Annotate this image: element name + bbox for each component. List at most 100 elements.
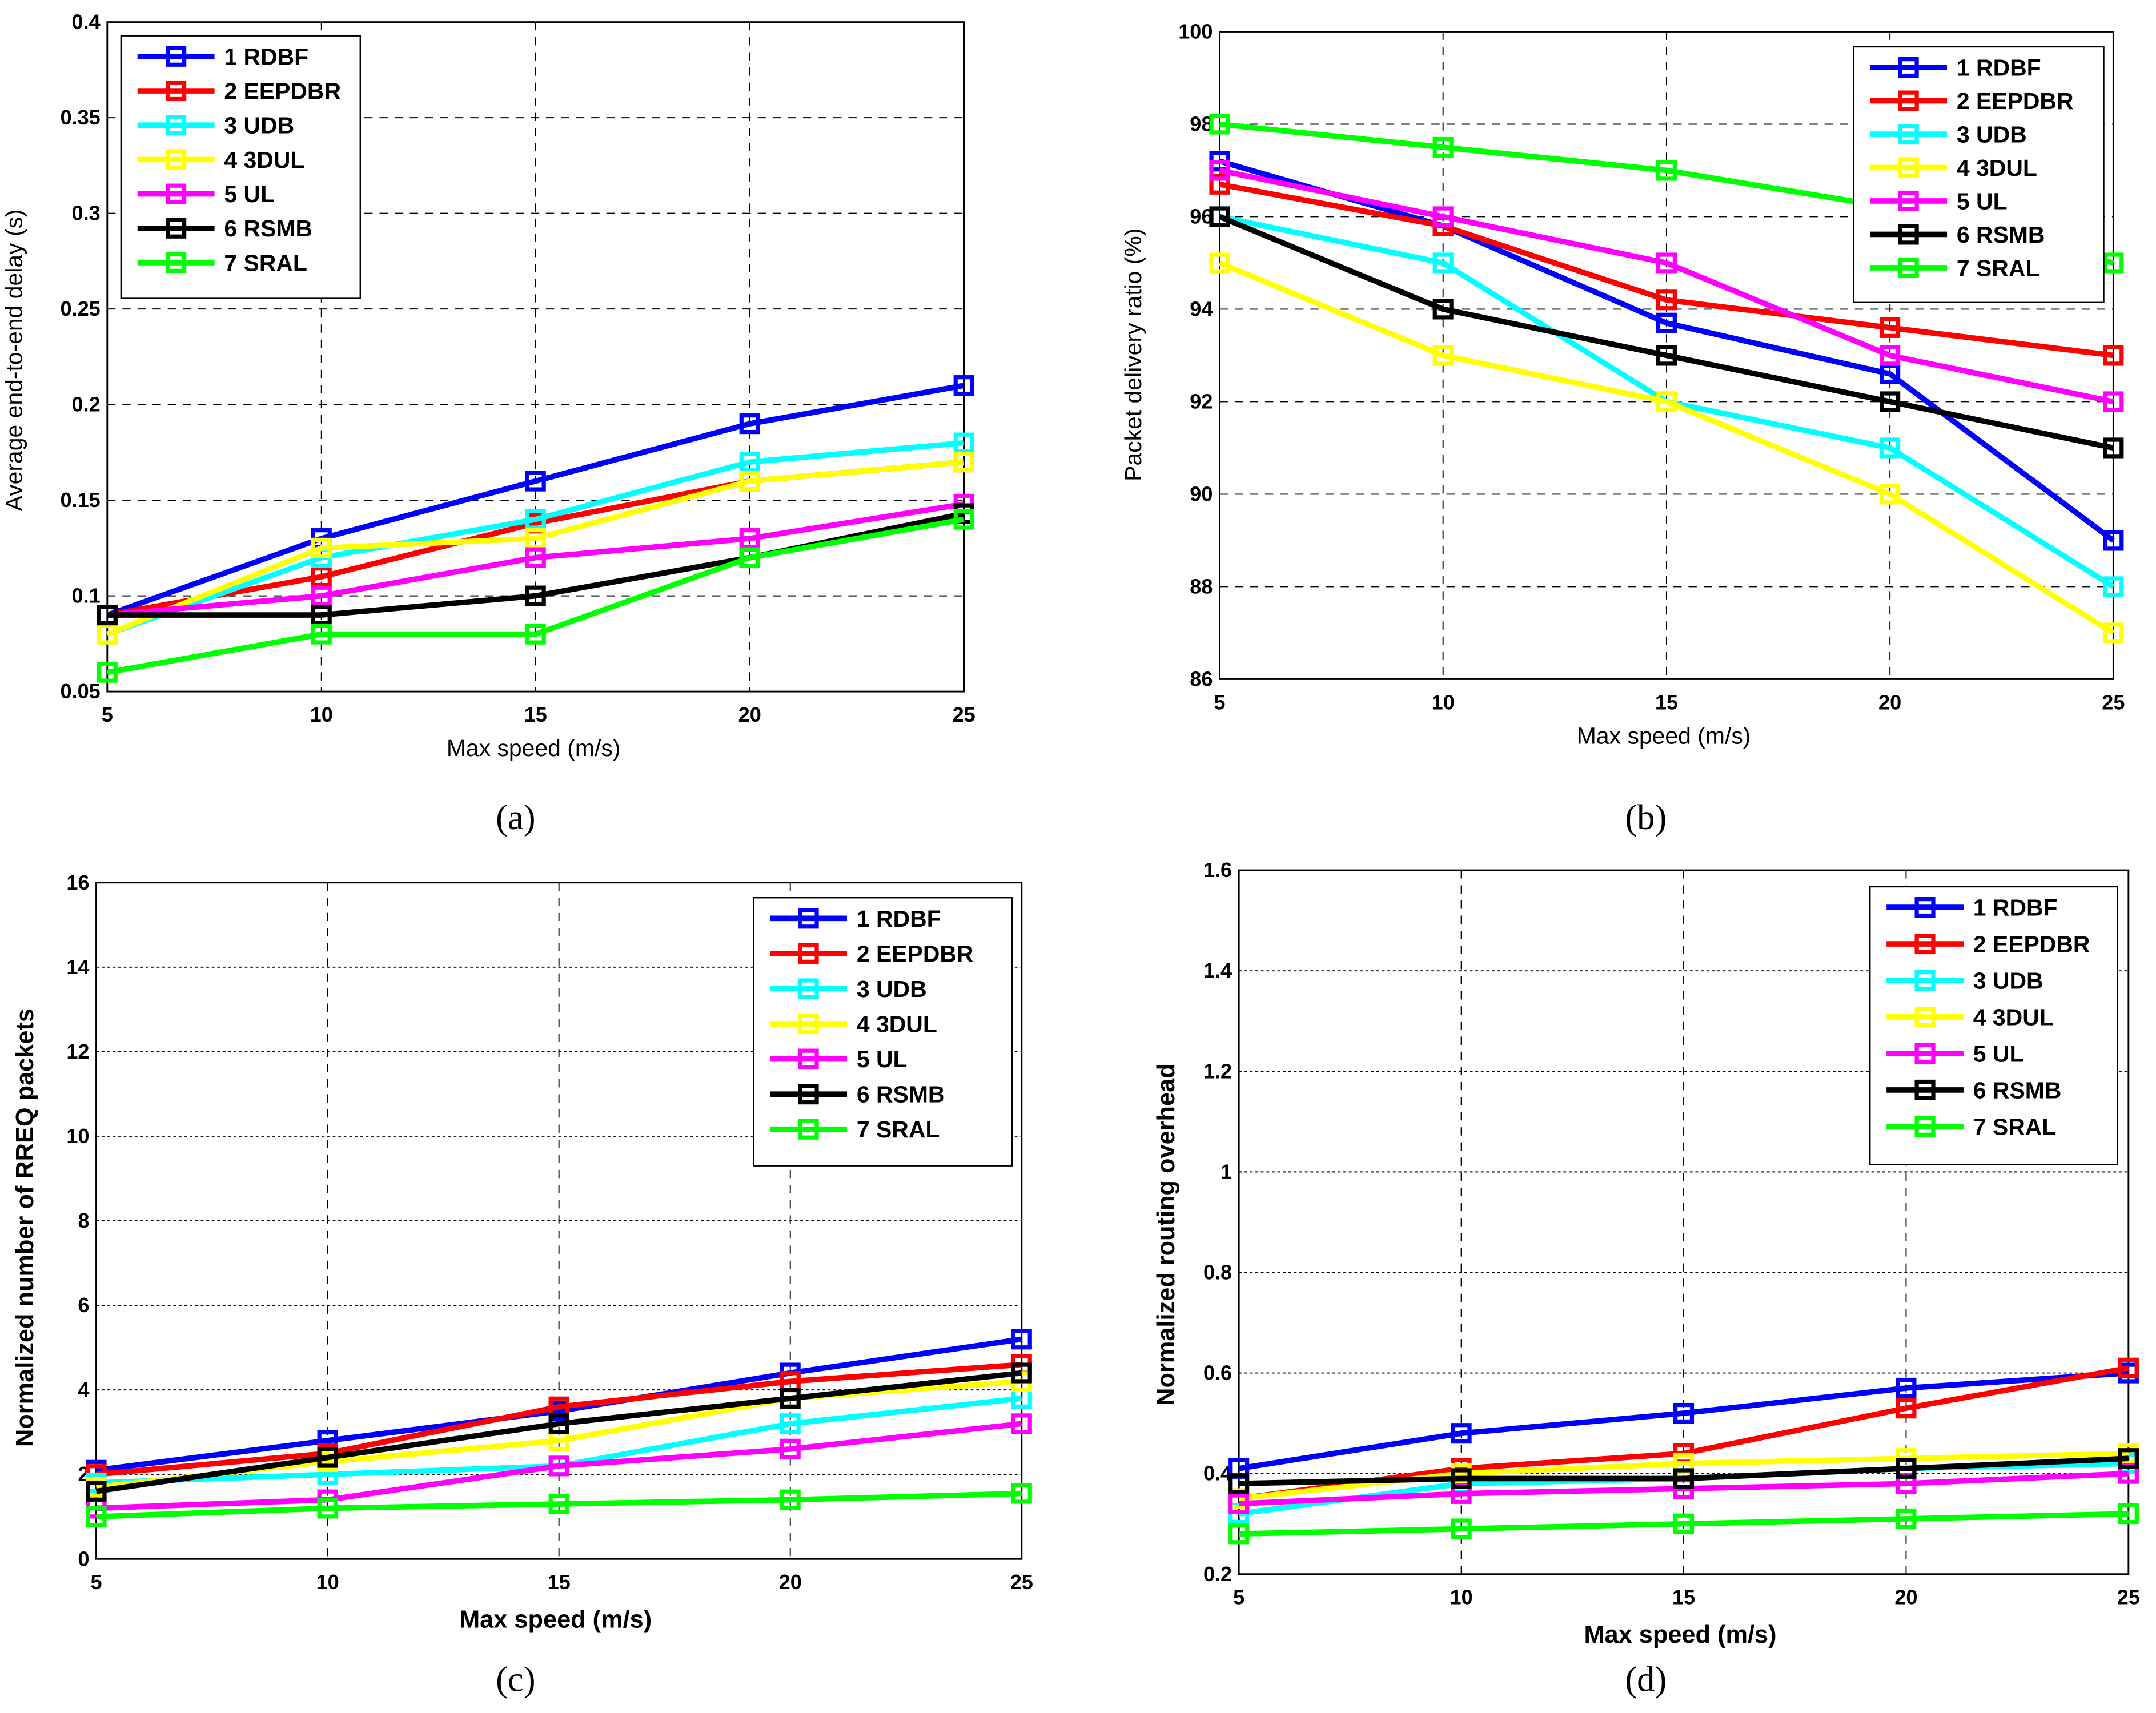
series-line xyxy=(1238,1370,2129,1471)
legend-label: 2 EEPDBR xyxy=(224,78,341,104)
legend-label: 3 UDB xyxy=(857,976,927,1002)
y-tick-label: 14 xyxy=(66,955,89,979)
data-point-marker xyxy=(2103,391,2124,412)
data-point-marker xyxy=(780,1388,801,1409)
legend-swatch-marker xyxy=(1898,90,1919,111)
series-line xyxy=(106,440,965,637)
data-point-marker xyxy=(2103,437,2124,459)
x-tick-label: 15 xyxy=(524,703,547,726)
legend-label: 6 RSMB xyxy=(857,1081,945,1108)
data-point-marker xyxy=(1880,391,1901,412)
y-tick-label: 0.25 xyxy=(60,297,100,320)
legend-label: 2 EEPDBR xyxy=(1957,88,2074,114)
y-tick-label: 10 xyxy=(66,1124,89,1148)
series-line xyxy=(96,1421,1022,1511)
legend-label: 2 EEPDBR xyxy=(857,940,974,967)
data-point-marker xyxy=(2118,1357,2139,1378)
data-point-marker xyxy=(780,1489,801,1510)
data-point-marker xyxy=(1673,1468,1695,1489)
chart-panel-d: 0.2 0.4 0.6 0.8 1 1.2 1.4 1.6 5 10 15 20 25 1 RDBF 2 E… xyxy=(1153,858,2140,1699)
legend-box xyxy=(120,35,361,299)
data-point-marker xyxy=(548,1413,569,1434)
legend-swatch-marker xyxy=(798,1013,819,1035)
series-sral xyxy=(86,1483,1032,1527)
y-tick-label: 0 xyxy=(78,1547,89,1570)
legend-label: 6 RSMB xyxy=(224,215,312,242)
y-tick-label: 98 xyxy=(1190,112,1213,136)
legend-label: 4 3DUL xyxy=(1957,155,2037,181)
chart-panel-a: 0.05 0.1 0.15 0.2 0.25 0.3 0.35 0.4 5 10 15 20 25 1 R… xyxy=(1,10,975,837)
y-tick-label: 8 xyxy=(78,1209,89,1232)
data-point-marker xyxy=(953,452,974,473)
legend: 1 RDBF 2 EEPDBR 3 UDB 4 3DUL 5 UL 6 RSMB 7 SRA… xyxy=(120,35,361,299)
x-axis-label: Max speed (m/s) xyxy=(1584,1621,1776,1648)
data-point-marker xyxy=(311,624,332,645)
series-line xyxy=(107,501,965,618)
legend: 1 RDBF 2 EEPDBR 3 UDB 4 3DUL 5 UL 6 RSMB 7 SRA… xyxy=(1853,46,2105,303)
x-tick-label: 15 xyxy=(1672,1586,1695,1609)
legend-label: 7 SRAL xyxy=(1973,1113,2056,1140)
legend-label: 5 UL xyxy=(857,1046,908,1072)
data-point-marker xyxy=(311,537,332,558)
data-point-marker xyxy=(1228,1473,1250,1494)
x-tick-label: 10 xyxy=(1450,1586,1473,1609)
x-tick-label: 5 xyxy=(1233,1586,1244,1609)
series-line xyxy=(106,383,965,618)
y-tick-label: 92 xyxy=(1190,389,1213,413)
data-point-marker xyxy=(2103,252,2124,274)
y-axis-label: Normalized routing overhead xyxy=(1153,1063,1180,1405)
data-point-marker xyxy=(525,585,546,606)
series-sral xyxy=(97,509,974,683)
x-tick-label: 25 xyxy=(953,703,975,726)
data-point-marker xyxy=(739,547,760,568)
legend-label: 1 RDBF xyxy=(1957,55,2041,81)
x-axis-label: Max speed (m/s) xyxy=(1577,723,1751,749)
data-point-marker xyxy=(311,566,332,588)
series-line xyxy=(1218,214,2114,451)
data-point-marker xyxy=(311,605,332,626)
data-point-marker xyxy=(2103,345,2124,366)
y-tick-label: 0.6 xyxy=(1203,1361,1232,1385)
legend-swatch-marker xyxy=(798,1119,819,1140)
legend-label: 3 UDB xyxy=(1957,121,2027,147)
legend-swatch-marker xyxy=(1898,224,1919,245)
legend-label: 1 RDBF xyxy=(224,43,308,70)
legend-swatch-marker xyxy=(1898,257,1919,278)
panel-caption: (c) xyxy=(496,1659,535,1699)
legend-label: 7 SRAL xyxy=(857,1116,940,1143)
data-point-marker xyxy=(86,1506,107,1527)
data-point-marker xyxy=(780,1413,801,1434)
data-point-marker xyxy=(953,509,974,530)
y-tick-label: 0.4 xyxy=(72,10,101,34)
x-tick-label: 15 xyxy=(1655,690,1678,714)
series-ul xyxy=(1209,160,2124,412)
legend-label: 7 SRAL xyxy=(1957,255,2039,281)
y-tick-label: 90 xyxy=(1190,482,1213,505)
data-point-marker xyxy=(1228,1523,1250,1545)
x-axis-label: Max speed (m/s) xyxy=(459,1606,652,1634)
data-point-marker xyxy=(2103,622,2124,644)
legend-swatch-marker xyxy=(798,1048,819,1069)
x-tick-label: 15 xyxy=(548,1570,571,1594)
series-line xyxy=(1239,1455,2129,1487)
legend: 1 RDBF 2 EEPDBR 3 UDB 4 3DUL 5 UL 6 RSMB 7 SRA… xyxy=(753,897,1013,1167)
legend-box xyxy=(1869,886,2118,1165)
legend-label: 4 3DUL xyxy=(1973,1004,2054,1030)
data-point-marker xyxy=(1209,114,1230,135)
legend-swatch-marker xyxy=(1914,933,1936,955)
y-tick-label: 0.15 xyxy=(60,488,100,512)
legend-label: 5 UL xyxy=(224,181,275,207)
legend-swatch-marker xyxy=(798,978,819,999)
legend-swatch-marker xyxy=(798,908,819,929)
y-tick-label: 12 xyxy=(66,1040,89,1063)
y-tick-label: 1 xyxy=(1220,1160,1232,1183)
series-line xyxy=(1219,158,2115,543)
data-point-marker xyxy=(1451,1518,1472,1539)
data-point-marker xyxy=(1432,136,1454,158)
panel-caption: (d) xyxy=(1625,1659,1667,1699)
data-point-marker xyxy=(1432,345,1454,366)
series-rsmb xyxy=(1209,206,2124,459)
y-tick-label: 1.2 xyxy=(1203,1059,1232,1083)
y-tick-label: 1.6 xyxy=(1203,858,1232,882)
legend-swatch-marker xyxy=(1914,970,1936,991)
